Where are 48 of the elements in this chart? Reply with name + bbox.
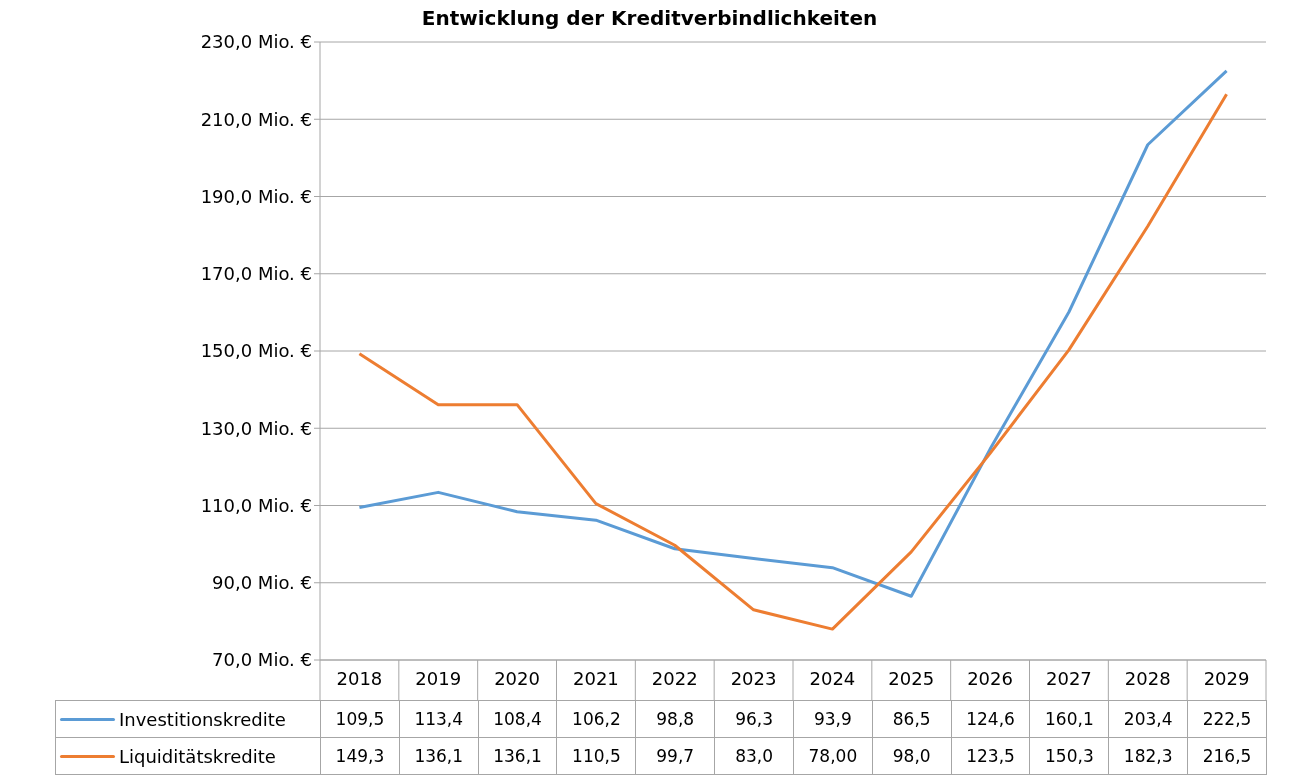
data-label: 86,5 <box>872 701 952 737</box>
data-label: 96,3 <box>715 701 794 737</box>
data-label: 78,00 <box>793 738 873 774</box>
y-tick-label: 190,0 Mio. € <box>200 185 312 207</box>
legend-label: Investitionskredite <box>119 708 286 730</box>
y-tick-label: 90,0 Mio. € <box>212 572 312 594</box>
data-label: 108,4 <box>478 701 558 737</box>
y-tick-label: 130,0 Mio. € <box>200 417 312 439</box>
data-label: 113,4 <box>399 701 479 737</box>
x-tick-label: 2021 <box>573 668 619 689</box>
y-tick-label: 210,0 Mio. € <box>200 108 312 130</box>
data-label: 216,5 <box>1188 738 1267 774</box>
data-label: 106,2 <box>557 701 637 737</box>
data-label: 136,1 <box>478 738 558 774</box>
x-tick-label: 2020 <box>494 668 540 689</box>
data-label: 222,5 <box>1188 701 1267 737</box>
x-tick-label: 2022 <box>651 668 698 689</box>
x-tick-label: 2027 <box>1046 668 1092 689</box>
data-label: 93,9 <box>793 701 873 737</box>
x-tick-label: 2025 <box>888 668 935 689</box>
data-label: 109,5 <box>321 701 400 737</box>
data-label: 98,0 <box>872 738 952 774</box>
chart-title: Entwicklung der Kreditverbindlichkeiten <box>420 6 879 30</box>
data-label: 150,3 <box>1030 738 1110 774</box>
x-tick-label: 2024 <box>809 668 856 689</box>
data-label: 99,7 <box>636 738 716 774</box>
x-tick-label: 2023 <box>730 668 777 689</box>
x-tick-label: 2019 <box>415 668 462 689</box>
data-label: 124,6 <box>951 701 1031 737</box>
y-tick-label: 230,0 Mio. € <box>200 31 312 53</box>
data-label: 203,4 <box>1109 701 1189 737</box>
y-tick-label: 110,0 Mio. € <box>200 494 312 516</box>
data-label: 98,8 <box>636 701 716 737</box>
legend-label: Liquiditätskredite <box>119 745 276 767</box>
y-tick-label: 170,0 Mio. € <box>200 263 312 285</box>
x-tick-label: 2029 <box>1203 668 1250 689</box>
data-label: 149,3 <box>321 738 400 774</box>
data-label: 83,0 <box>715 738 794 774</box>
data-label: 136,1 <box>399 738 479 774</box>
data-label: 123,5 <box>951 738 1031 774</box>
y-tick-label: 150,0 Mio. € <box>200 340 312 362</box>
y-tick-label: 70,0 Mio. € <box>212 649 312 671</box>
x-tick-label: 2018 <box>336 668 383 689</box>
data-label: 160,1 <box>1030 701 1110 737</box>
x-tick-label: 2026 <box>967 668 1013 689</box>
data-label: 182,3 <box>1109 738 1189 774</box>
x-tick-label: 2028 <box>1124 668 1171 689</box>
data-label: 110,5 <box>557 738 637 774</box>
